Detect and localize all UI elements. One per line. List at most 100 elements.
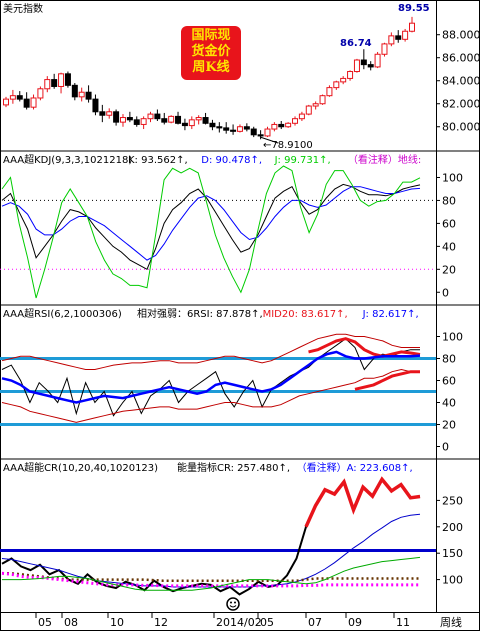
y-tick-label: 60: [442, 217, 456, 230]
candle-body: [360, 59, 367, 66]
candle-body: [51, 79, 58, 87]
candle-body: [168, 115, 175, 123]
legend-entry: （看注释）A: 223.608↑,: [297, 461, 413, 474]
series-line-j: [1, 165, 421, 299]
x-tick-label: 05: [38, 616, 52, 629]
candle-body: [216, 126, 223, 129]
candle-body: [188, 119, 195, 127]
candle-body: [202, 117, 209, 124]
candle-body: [113, 111, 120, 123]
y-tick-label: 20: [442, 419, 456, 432]
candle-body: [326, 87, 333, 97]
candle-body: [3, 98, 9, 106]
x-tick-label: 10: [110, 616, 124, 629]
smiley-face: [226, 597, 240, 611]
legend-entry: MID20: 83.617↑,: [263, 309, 348, 320]
candle-body: [388, 35, 395, 45]
candle-body: [367, 64, 374, 68]
y-tick-label: 250: [442, 494, 463, 507]
y-tick-label: 0: [442, 441, 449, 454]
candle-body: [223, 127, 230, 131]
candle-body: [58, 73, 65, 87]
y-tick-label: 100: [442, 171, 463, 184]
candle-body: [181, 122, 188, 127]
legend-entry: 相对强弱：6RSI: 87.878↑,: [137, 307, 263, 320]
x-tick-label: 07: [308, 616, 322, 629]
gold-weekly-badge: 国际现 货金价 周K线: [181, 26, 241, 80]
annotation-high: 89.55: [398, 3, 430, 14]
y-tick-label: 84.0000: [442, 75, 480, 88]
x-tick-label: 09: [348, 616, 362, 629]
y-tick-label: 100: [442, 331, 463, 344]
y-tick-label: 86.0000: [442, 52, 480, 65]
candle-body: [64, 73, 71, 86]
y-tick-label: 60: [442, 375, 456, 388]
candle-body: [250, 128, 257, 136]
legend-entry: J: 99.731↑,: [274, 155, 331, 166]
candle-body: [133, 119, 140, 125]
y-tick-label: 82.0000: [442, 98, 480, 111]
candle-body: [154, 113, 161, 120]
x-tick-label: 05: [260, 616, 274, 629]
candle-body: [409, 22, 415, 32]
series-line-k: [1, 183, 421, 271]
candle-body: [243, 126, 250, 130]
candle-body: [78, 91, 85, 98]
y-tick-label: 20: [442, 263, 456, 276]
candle-body: [381, 43, 388, 55]
candle-body: [347, 71, 354, 79]
candle-body: [333, 81, 340, 89]
series-line-ma2: [1, 571, 420, 588]
legend-entry: K: 93.562↑,: [128, 155, 188, 166]
y-tick-label: 80: [442, 353, 456, 366]
smiley-eye: [234, 601, 236, 604]
badge-line-2: 货金价: [191, 44, 231, 59]
smiley-icon: [226, 597, 240, 611]
candle-body: [271, 123, 278, 130]
y-tick-label: 80: [442, 194, 456, 207]
candle-body: [147, 113, 154, 120]
y-tick-label: 0: [442, 286, 449, 299]
x-tick-label: 11: [396, 616, 410, 629]
series-line-6rsi: [1, 338, 421, 417]
badge-line-1: 国际现: [191, 28, 231, 43]
annotation-low: ←78.9100: [263, 140, 313, 151]
series-line-lower: [1, 368, 420, 423]
series-line-d: [1, 186, 421, 261]
candle-body: [9, 95, 16, 100]
candle-body: [278, 123, 285, 128]
series-line-upper: [1, 333, 420, 370]
legend-entry: 能量指标CR: 257.480↑,: [177, 461, 290, 474]
candle-body: [209, 122, 216, 128]
candle-body: [85, 91, 92, 100]
candle-body: [16, 95, 23, 100]
candle-body: [264, 128, 271, 137]
y-tick-label: 88.0000: [442, 29, 480, 42]
candle-body: [140, 118, 147, 125]
series-line-a: [1, 513, 421, 588]
candle-body: [30, 97, 37, 108]
candle-body: [175, 115, 182, 124]
x-tick-label: 2014/02: [216, 616, 262, 629]
candle-body: [126, 117, 133, 121]
indicator-title: AAA超KDJ(9,3,3,1021218): [3, 153, 132, 166]
candle-chart-title: 美元指数: [3, 2, 43, 15]
candle-body: [23, 98, 30, 108]
legend-entry: J: 82.617↑,: [362, 309, 419, 320]
indicator-title: AAA超RSI(6,2,1000306): [3, 307, 122, 320]
y-tick-label: 150: [442, 547, 463, 560]
candle-body: [285, 122, 292, 128]
candle-body: [44, 79, 51, 90]
candle-body: [71, 84, 78, 98]
period-label: 周线: [440, 615, 462, 629]
x-tick-label: 08: [64, 616, 78, 629]
candle-body: [195, 117, 202, 121]
candle-body: [92, 98, 99, 113]
badge-line-3: 周K线: [192, 60, 230, 75]
candle-body: [119, 117, 126, 123]
candle-body: [230, 129, 237, 132]
candle-body: [298, 113, 305, 120]
series-line-j: [1, 350, 421, 404]
series-line-mid20: [308, 337, 421, 358]
